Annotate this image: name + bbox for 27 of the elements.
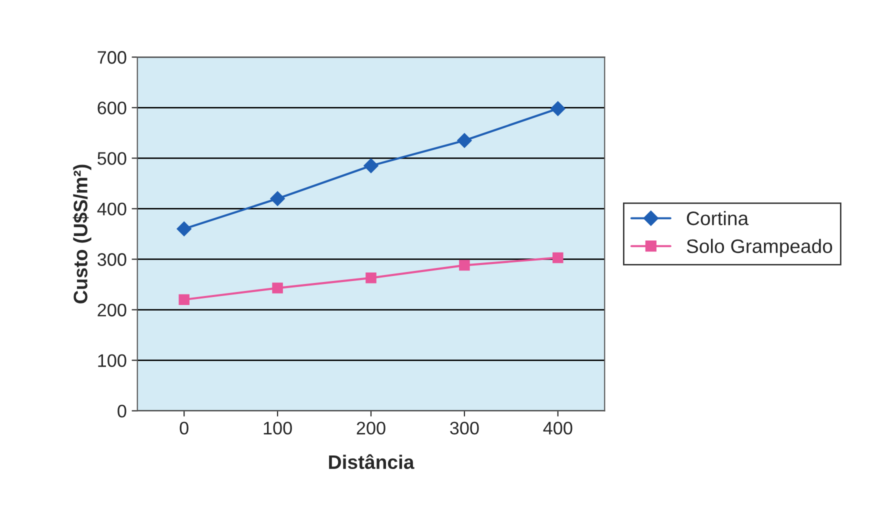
y-tick-label: 700 <box>98 51 126 64</box>
y-tick-label: 400 <box>97 202 126 216</box>
y-tick-label: 500 <box>98 152 126 165</box>
point <box>176 222 192 236</box>
point <box>457 133 472 148</box>
point <box>178 294 190 306</box>
x-tick-label: 100 <box>264 422 292 434</box>
x-axis-title: Distância <box>329 454 414 470</box>
point <box>552 252 564 264</box>
y-tick-label: 300 <box>98 253 126 266</box>
point <box>364 158 378 174</box>
x-tick-label: 400 <box>543 422 572 434</box>
x-tick-label: 200 <box>356 422 386 434</box>
point <box>366 272 376 284</box>
x-tick-label: 0 <box>180 422 188 434</box>
point <box>270 191 285 206</box>
y-tick-label: 600 <box>98 102 126 114</box>
point <box>272 282 283 294</box>
y-tick-label: 0 <box>118 404 126 418</box>
point <box>459 260 470 271</box>
point <box>550 101 566 116</box>
legend-label: Solo Grampeado <box>686 238 832 257</box>
legend-label: Cortina <box>686 210 749 226</box>
x-tick-label: 300 <box>450 422 479 434</box>
y-tick-label: 100 <box>98 354 126 368</box>
y-axis-title: Custo (U$S/m²) <box>72 164 92 304</box>
y-tick-label: 200 <box>98 304 126 316</box>
